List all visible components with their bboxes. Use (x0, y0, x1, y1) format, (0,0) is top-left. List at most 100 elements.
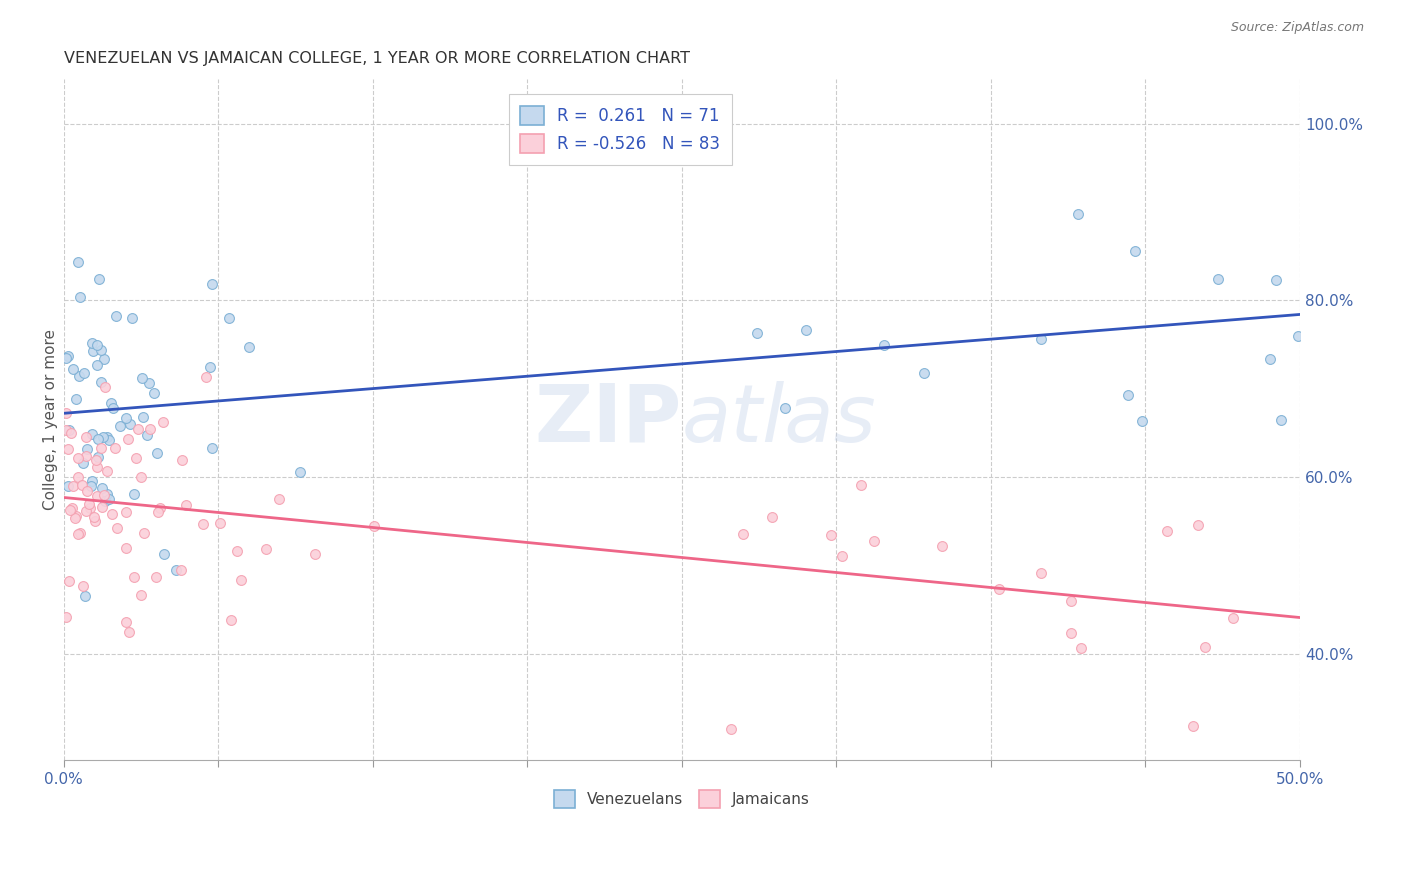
Point (1067, 207, 1090, 221)
Point (105, 521, 128, 535)
Point (118, 417, 141, 431)
Point (658, 143, 681, 157)
Point (146, 446, 169, 460)
Point (1222, 611, 1244, 625)
Point (1258, 351, 1281, 366)
Point (90, 482, 112, 496)
Point (1130, 414, 1153, 428)
Point (122, 487, 145, 501)
Point (149, 500, 172, 515)
Point (931, 539, 953, 553)
Point (72, 579, 94, 593)
Point (118, 625, 141, 640)
Point (60, 425, 83, 440)
Point (58, 424, 80, 438)
Point (75, 449, 97, 463)
Point (58, 574, 80, 588)
Point (87, 432, 110, 446)
Point (94, 493, 117, 508)
Point (84, 453, 107, 467)
Point (1070, 640, 1092, 655)
Point (152, 416, 174, 430)
Point (862, 533, 884, 548)
Point (79, 479, 101, 493)
Point (94, 380, 117, 394)
Point (136, 428, 159, 442)
Point (55, 609, 77, 624)
Point (82, 427, 104, 442)
Point (82, 335, 104, 350)
Point (138, 376, 160, 391)
Point (209, 516, 232, 530)
Point (219, 613, 242, 627)
Point (1031, 331, 1053, 345)
Point (59, 502, 82, 516)
Point (86, 460, 108, 475)
Point (96, 487, 118, 501)
Point (65, 508, 87, 523)
Point (912, 366, 935, 380)
Point (65, 392, 87, 406)
Point (129, 588, 152, 602)
Point (254, 541, 277, 556)
Point (1059, 626, 1081, 640)
Point (849, 477, 872, 491)
Point (115, 615, 138, 630)
Point (229, 573, 252, 587)
Point (86, 359, 108, 373)
Point (174, 498, 197, 512)
Point (70, 478, 93, 492)
Point (101, 507, 124, 521)
Point (267, 491, 290, 506)
Point (139, 421, 162, 435)
Text: ZIP: ZIP (534, 381, 682, 458)
Point (1286, 329, 1309, 343)
Point (170, 563, 193, 577)
Point (72, 456, 94, 470)
Point (1270, 413, 1292, 427)
Point (1123, 244, 1146, 259)
Point (238, 340, 260, 354)
Point (55, 406, 77, 420)
Point (1187, 517, 1209, 532)
Point (55, 423, 77, 437)
Point (60, 500, 83, 515)
Point (100, 396, 122, 410)
Point (195, 370, 218, 384)
Point (218, 311, 240, 326)
Point (80, 474, 103, 488)
Point (794, 323, 817, 337)
Point (76, 483, 98, 498)
Point (75, 504, 97, 518)
Point (226, 543, 249, 558)
Point (83, 514, 105, 528)
Point (62, 361, 84, 376)
Point (105, 309, 128, 323)
Point (93, 351, 115, 366)
Point (90, 441, 112, 455)
Point (83, 509, 105, 524)
Point (1060, 594, 1083, 608)
Point (55, 351, 77, 365)
Y-axis label: College, 1 year or more: College, 1 year or more (44, 329, 58, 510)
Point (745, 326, 768, 341)
Point (69, 290, 91, 304)
Text: VENEZUELAN VS JAMAICAN COLLEGE, 1 YEAR OR MORE CORRELATION CHART: VENEZUELAN VS JAMAICAN COLLEGE, 1 YEAR O… (63, 51, 690, 66)
Point (191, 516, 214, 531)
Point (198, 360, 221, 375)
Point (104, 441, 127, 455)
Point (96, 430, 118, 444)
Point (201, 277, 224, 291)
Point (143, 386, 166, 401)
Point (122, 570, 145, 584)
Point (127, 422, 149, 436)
Point (288, 466, 311, 480)
Point (77, 497, 100, 511)
Point (93, 488, 115, 502)
Point (115, 505, 138, 519)
Point (96, 464, 118, 478)
Point (820, 528, 842, 542)
Point (761, 509, 783, 524)
Point (90, 375, 112, 389)
Point (1156, 524, 1178, 538)
